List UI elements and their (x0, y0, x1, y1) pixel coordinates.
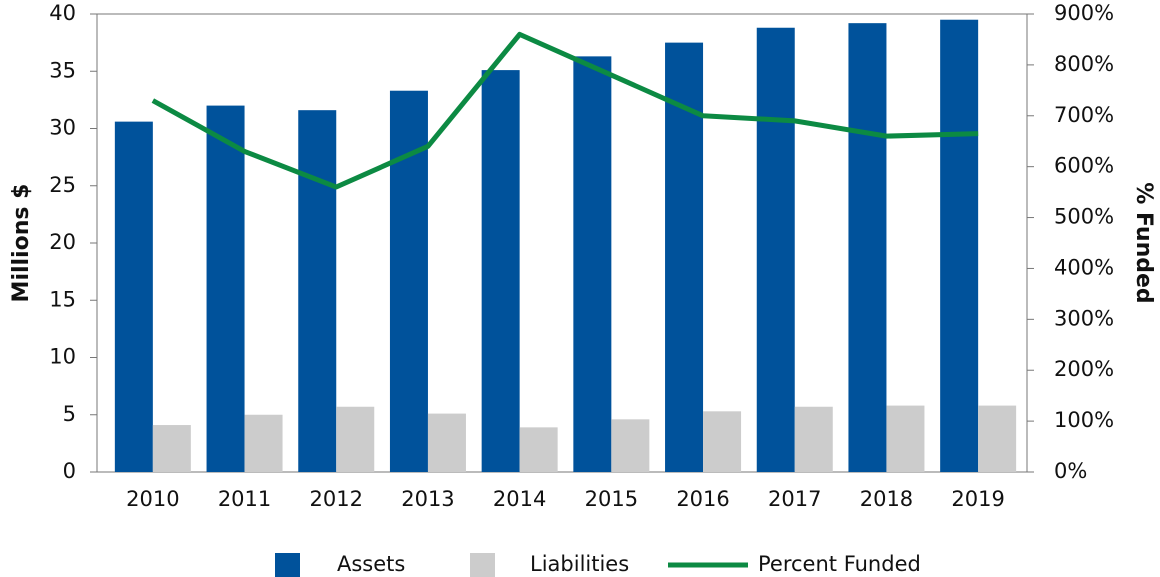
x-tick-label: 2018 (860, 487, 913, 511)
legend-swatch (275, 553, 300, 577)
y-tick-label: 15 (49, 287, 76, 311)
bar (519, 427, 558, 472)
y-tick-label: 20 (49, 230, 76, 254)
bar (152, 425, 191, 472)
bar (336, 406, 375, 472)
legend-swatch (470, 553, 495, 577)
bar (611, 419, 650, 472)
x-tick-label: 2017 (768, 487, 821, 511)
bar (978, 405, 1017, 472)
bar (206, 105, 245, 472)
y-tick-label: 10 (49, 345, 76, 369)
y2-tick-label: 600% (1054, 154, 1114, 178)
y-tick-label: 35 (49, 58, 76, 82)
bar (427, 413, 466, 472)
x-tick-label: 2014 (493, 487, 546, 511)
x-tick-label: 2019 (951, 487, 1004, 511)
y-tick-label: 40 (49, 1, 76, 25)
bar (481, 70, 520, 472)
bar (244, 414, 283, 472)
bar (848, 23, 887, 472)
y-tick-label: 5 (63, 402, 76, 426)
bar (940, 19, 979, 472)
bar (114, 121, 153, 472)
y2-tick-label: 500% (1054, 205, 1114, 229)
legend-label: Assets (337, 552, 405, 576)
y-axis-title: Millions $ (9, 184, 34, 303)
x-tick-label: 2015 (585, 487, 638, 511)
legend-label: Percent Funded (758, 552, 921, 576)
x-tick-label: 2011 (218, 487, 271, 511)
y2-tick-label: 300% (1054, 306, 1114, 330)
y2-tick-label: 200% (1054, 357, 1114, 381)
y2-tick-label: 700% (1054, 103, 1114, 127)
y2-tick-label: 400% (1054, 255, 1114, 279)
x-tick-label: 2010 (126, 487, 179, 511)
x-tick-label: 2013 (401, 487, 454, 511)
y2-axis-title: % Funded (1131, 182, 1156, 303)
bar (573, 56, 612, 473)
y-tick-label: 25 (49, 173, 76, 197)
bar (756, 27, 795, 473)
y-tick-label: 0 (63, 459, 76, 483)
bar (886, 405, 925, 472)
legend-label: Liabilities (530, 552, 629, 576)
y2-tick-label: 0% (1054, 459, 1087, 483)
y-tick-label: 30 (49, 116, 76, 140)
x-tick-label: 2012 (310, 487, 363, 511)
bar (703, 411, 742, 472)
y2-tick-label: 800% (1054, 52, 1114, 76)
y2-tick-label: 100% (1054, 408, 1114, 432)
x-tick-label: 2016 (676, 487, 729, 511)
bar (794, 406, 833, 472)
y2-tick-label: 900% (1054, 1, 1114, 25)
line (151, 31, 979, 190)
bar (298, 110, 337, 473)
